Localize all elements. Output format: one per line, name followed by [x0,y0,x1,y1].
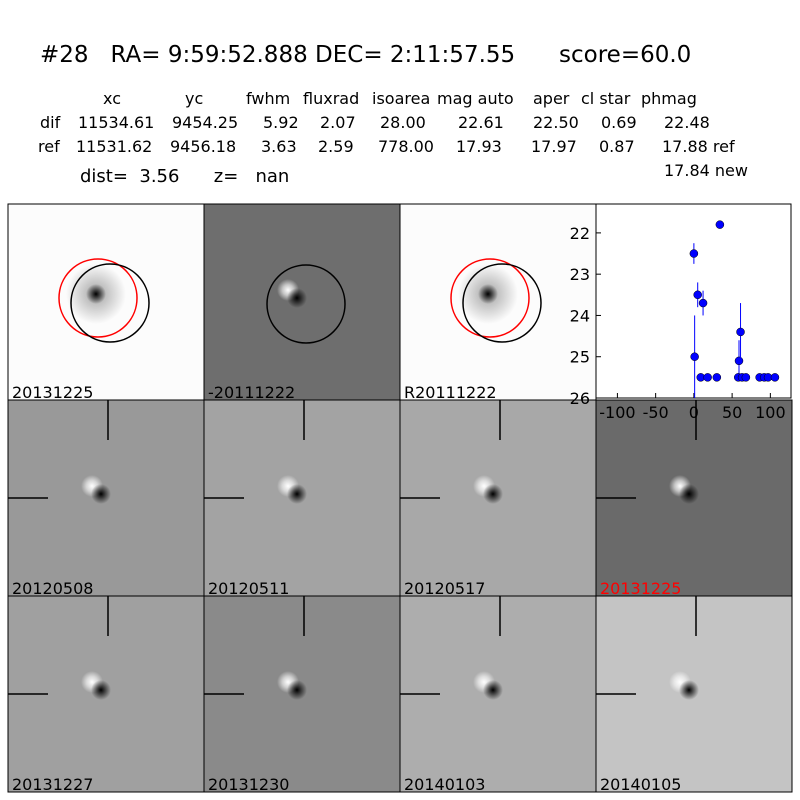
table-cell: 22.50 [533,113,579,132]
table-cell: 11534.61 [78,113,155,132]
point [698,298,708,308]
distance: dist= 3.56 z= nan [80,166,290,187]
column-header: isoarea [372,89,431,108]
det-circle [266,264,346,344]
table-cell: 22.48 [664,113,710,132]
y-tick-label: 25 [570,348,590,367]
y-tick-label: 23 [570,265,590,284]
point [736,327,745,337]
table-cell: 0.87 [599,137,635,156]
dipole-dark [287,680,307,700]
dipole-dark [287,484,307,504]
table-cell: 778.00 [378,137,434,156]
panel-label: 20120508 [12,579,93,598]
title: #28 RA= 9:59:52.888 DEC= 2:11:57.55 scor… [40,42,692,68]
det-circle [462,263,542,343]
ref-circle [58,258,138,338]
dipole-dark [679,484,699,504]
table-cell: 0.69 [601,113,637,132]
y-tick-label: 22 [570,224,590,243]
table-cell: 3.63 [261,137,297,156]
x-tick-label: 100 [755,403,786,422]
x-tick-label: 50 [722,403,742,422]
panel-label: 20120517 [404,579,485,598]
column-header: phmag [641,89,697,108]
dipole-dark [483,680,503,700]
column-header: aper [533,89,570,108]
dipole-dark [91,680,111,700]
panel-label: 20131225 [12,383,93,402]
y-tick-label: 26 [570,389,590,408]
table-cell: 5.92 [263,113,299,132]
point [689,249,699,258]
column-header: xc [103,89,121,108]
table-cell: 28.00 [380,113,426,132]
column-header: mag auto [437,89,514,108]
x-tick-label: -50 [643,403,669,422]
table-cell: dif [40,113,61,132]
dipole-dark [287,288,307,308]
x-tick-label: 0 [689,403,699,422]
star [86,284,106,304]
x-tick-label: -100 [599,403,635,422]
table-cell: 9454.25 [172,113,239,132]
panel-label: -20111222 [208,383,295,402]
panel-label: 20140105 [600,775,681,794]
dipole-dark [91,484,111,504]
dipole-dark [483,484,503,504]
ref-circle [450,258,530,338]
table-cell: 17.88 ref [662,137,735,156]
star [478,284,498,304]
table-cell: 11531.62 [76,137,153,156]
table-cell: 2.59 [318,137,354,156]
table-cell: 9456.18 [170,137,237,156]
table-cell: ref [38,137,60,156]
panel-label: 20131227 [12,775,93,794]
plot-area [595,203,792,399]
panel-label: 20131225 [600,579,681,598]
panel-label: 20140103 [404,775,485,794]
table-cell: 17.97 [531,137,577,156]
point [703,373,712,382]
point [770,373,780,382]
panel-label: 20131230 [208,775,289,794]
table-cell: 17.93 [456,137,502,156]
column-header: fwhm [246,89,291,108]
panel-label: 20120511 [208,579,289,598]
panel-label: R20111222 [404,383,497,402]
point [690,352,699,361]
column-header: yc [185,89,204,108]
point [712,373,722,382]
column-header: cl star [581,89,631,108]
point [741,373,751,382]
new-mag: 17.84 new [664,161,748,180]
table-cell: 22.61 [458,113,504,132]
dipole-dark [679,680,699,700]
table-cell: 2.07 [320,113,356,132]
point [693,290,702,300]
y-tick-label: 24 [570,306,590,325]
det-circle [70,263,150,343]
column-header: fluxrad [303,89,360,108]
point [734,356,744,366]
point [715,220,725,229]
